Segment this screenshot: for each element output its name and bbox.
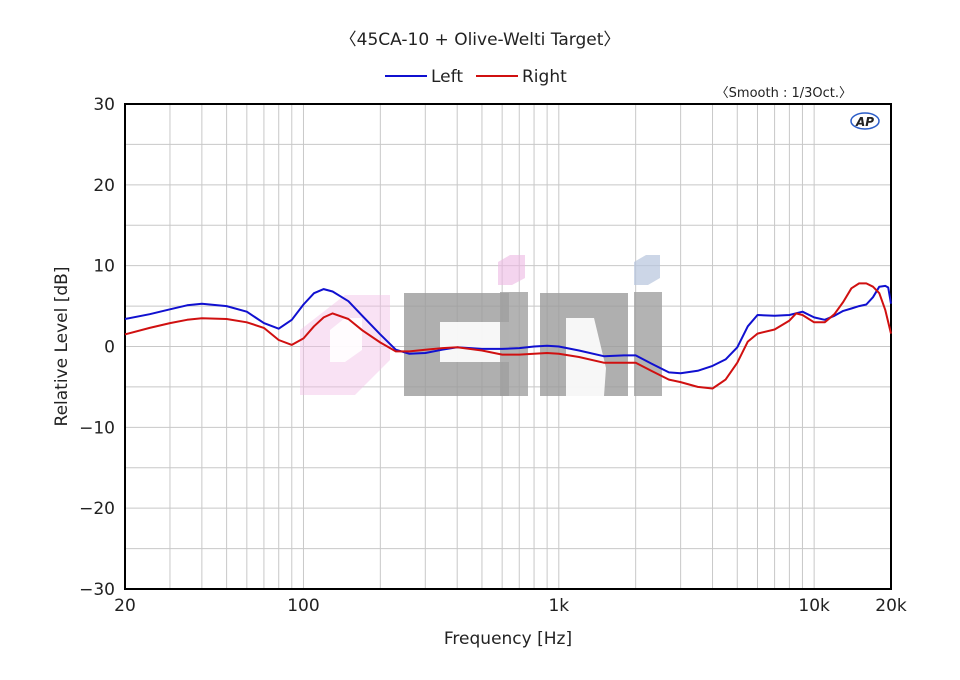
legend-label-left: Left <box>431 67 463 87</box>
x-tick-label: 10k <box>798 596 830 616</box>
y-tick-label: 10 <box>93 257 115 277</box>
x-tick-label: 20k <box>875 596 907 616</box>
x-tick-label: 100 <box>287 596 319 616</box>
watermark-shape <box>634 255 660 285</box>
y-tick-label: 0 <box>104 338 115 358</box>
y-tick-label: −20 <box>79 499 115 519</box>
smoothing-note: 〈Smooth : 1/3Oct.〉 <box>716 86 852 101</box>
watermark-shape <box>330 318 362 362</box>
ap-logo-icon <box>850 112 880 130</box>
y-tick-label: −30 <box>79 580 115 600</box>
chart-title: 〈45CA-10 + Olive-Welti Target〉 <box>340 30 621 50</box>
series-line-right <box>124 282 892 390</box>
legend-label-right: Right <box>522 67 567 87</box>
y-tick-label: 30 <box>93 95 115 115</box>
y-axis-title: Relative Level [dB] <box>52 267 72 427</box>
x-axis-title: Frequency [Hz] <box>444 629 572 649</box>
x-tick-label: 20 <box>114 596 136 616</box>
watermark-shape <box>566 318 606 396</box>
y-tick-label: 20 <box>93 176 115 196</box>
watermark-shape <box>440 322 509 362</box>
watermark-shape <box>634 292 662 396</box>
y-tick-label: −10 <box>79 418 115 438</box>
watermark-shape <box>498 255 525 285</box>
watermark-shape <box>500 292 528 396</box>
plot-border <box>124 103 892 590</box>
x-tick-label: 1k <box>548 596 569 616</box>
ap-logo-text: AP <box>855 115 874 129</box>
